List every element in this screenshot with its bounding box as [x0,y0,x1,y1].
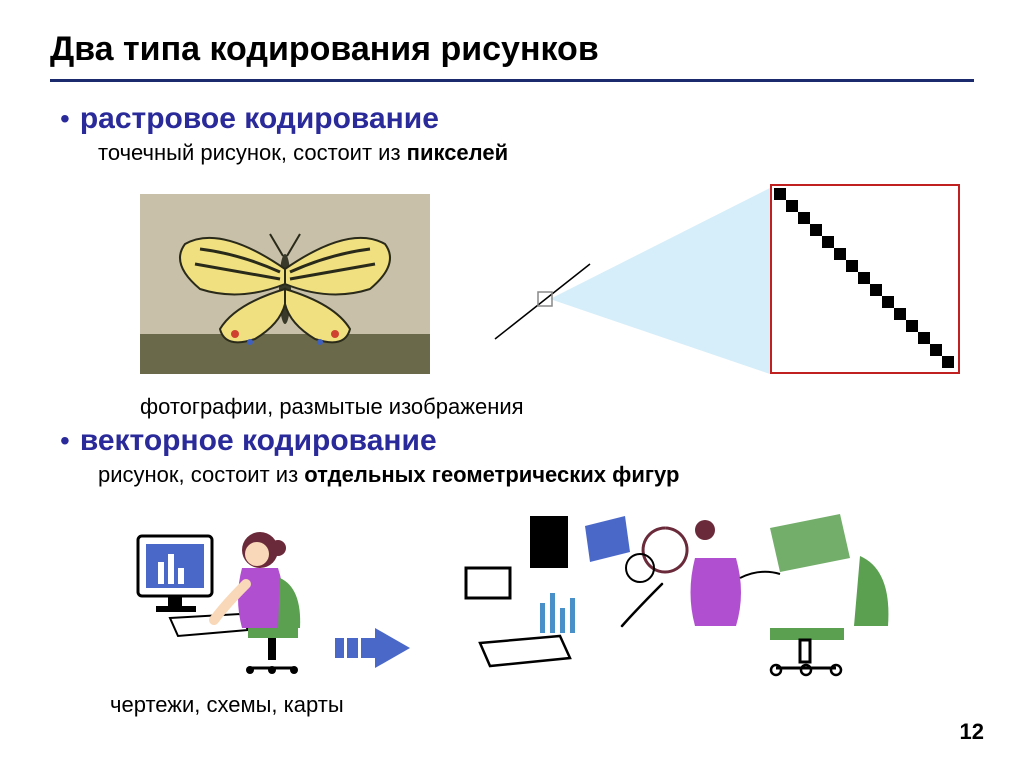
section2-heading-row: • векторное кодирование [60,424,974,458]
arrow-icon [330,618,420,678]
section1-subtext: точечный рисунок, состоит из пикселей [98,140,974,166]
section1-heading-row: • растровое кодирование [60,102,974,136]
pixel-cell [870,284,882,296]
pixel-cell [810,224,822,236]
section1-sub-bold: пикселей [407,140,508,165]
pixel-cell [774,188,786,200]
section2-caption: чертежи, схемы, карты [110,692,974,718]
title-underline [50,79,974,82]
pixel-cell [834,248,846,260]
bullet-icon: • [60,427,70,455]
pixel-cell [846,260,858,272]
pixel-cell [930,344,942,356]
butterfly-photo [140,194,430,374]
raster-illustration-row [140,184,974,384]
pixel-cell [882,296,894,308]
pixel-cell [894,308,906,320]
section1-sub-prefix: точечный рисунок, состоит из [98,140,407,165]
pixel-cell [918,332,930,344]
bullet-icon: • [60,105,70,133]
clipart-person-computer [130,518,310,678]
clipart-exploded-shapes [440,508,940,678]
pixel-cell [798,212,810,224]
butterfly-svg [140,194,430,374]
pixel-cell [786,200,798,212]
vector-illustration-row [130,508,974,678]
pixel-cell [858,272,870,284]
section1-caption: фотографии, размытые изображения [140,394,974,420]
section2-heading: векторное кодирование [80,424,437,458]
zoom-illustration [460,184,960,384]
section2-sub-prefix: рисунок, состоит из [98,462,304,487]
pixel-cell [822,236,834,248]
pixel-grid-box [770,184,960,374]
section1-heading: растровое кодирование [80,102,439,136]
section2-sub-bold: отдельных геометрических фигур [304,462,679,487]
section2-subtext: рисунок, состоит из отдельных геометриче… [98,462,974,488]
pixel-cell [942,356,954,368]
pixel-cell [906,320,918,332]
page-number: 12 [960,719,984,745]
slide-title: Два типа кодирования рисунков [50,30,974,69]
